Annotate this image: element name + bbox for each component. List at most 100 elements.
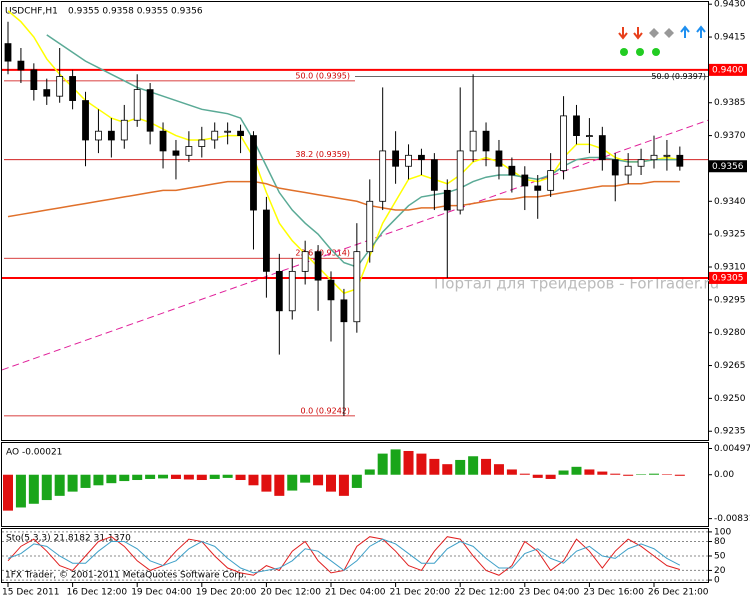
ao-bar: [429, 458, 440, 475]
ao-bar: [209, 474, 220, 479]
ao-bar: [222, 474, 233, 478]
candle-body: [172, 150, 180, 156]
candle-body: [663, 154, 671, 157]
moving-average: [7, 180, 680, 218]
main-panel-border: [1, 1, 709, 441]
ao-bar: [416, 453, 427, 475]
candle-body: [598, 135, 606, 161]
y-tick-label: 0.9235: [714, 427, 746, 437]
ao-bar: [3, 474, 13, 511]
ao-bar: [235, 474, 246, 481]
candle-body: [340, 299, 348, 323]
ao-bar: [183, 474, 194, 480]
ao-bar: [597, 471, 608, 475]
y-tick-label: 0.9280: [714, 328, 746, 338]
x-tick-label: 22 Dec 12:00: [454, 588, 515, 598]
ao-bar: [196, 474, 207, 481]
y-tick-label: 50: [714, 551, 726, 561]
y-tick-label: 0: [714, 576, 720, 586]
candle-body: [250, 135, 257, 211]
ao-bar: [390, 449, 401, 475]
candle-body: [637, 159, 645, 167]
ao-bar: [261, 474, 272, 492]
candle-body: [353, 251, 361, 323]
ao-bar: [584, 469, 595, 475]
candle-body: [288, 270, 296, 312]
candle-body: [133, 89, 141, 121]
candle-body: [314, 251, 322, 281]
candle-body: [224, 130, 232, 133]
candle-body: [262, 209, 270, 272]
ao-bar: [15, 474, 26, 508]
candle-body: [482, 130, 490, 152]
watermark: Портал для трейдеров - ForTrader.ru: [434, 275, 719, 293]
ao-bar: [364, 469, 375, 475]
ao-bar: [313, 474, 324, 486]
price-box: [709, 63, 747, 76]
candle-body: [327, 279, 335, 301]
ao-bar: [571, 466, 582, 475]
candle-body: [4, 43, 12, 62]
candle-body: [508, 165, 516, 176]
y-tick-label: 20: [714, 566, 726, 576]
candle-body: [586, 135, 593, 137]
y-tick-label: 0.00: [714, 470, 734, 480]
ao-bar: [558, 470, 569, 475]
ao-bar: [132, 474, 143, 481]
ao-bar: [248, 474, 259, 486]
x-tick-label: 23 Dec 04:00: [519, 588, 580, 598]
candle-body: [237, 130, 244, 136]
quote: 0.9355 0.9358 0.9355 0.9356: [68, 7, 203, 17]
candle-body: [146, 89, 154, 132]
ao-bar: [170, 474, 181, 479]
x-tick-label: 26 Dec 21:00: [648, 588, 709, 598]
candle-body: [120, 119, 128, 141]
current-price-box: [709, 160, 747, 173]
y-tick-label: 0.9265: [714, 361, 746, 371]
ao-bar: [636, 474, 647, 475]
ao-panel-border: [1, 442, 709, 527]
ao-bar: [67, 474, 78, 492]
y-tick-label: 100: [714, 527, 731, 537]
candle-body: [456, 150, 464, 211]
y-tick-label: 0.9250: [714, 394, 746, 404]
candle-body: [159, 130, 167, 152]
ao-bar: [610, 473, 621, 475]
candle-body: [366, 200, 374, 253]
candle-body: [560, 115, 567, 172]
candle-body: [521, 174, 529, 187]
x-tick-label: 20 Dec 12:00: [260, 588, 321, 598]
fibo-label: 50.0 (0.9395): [295, 71, 350, 80]
y-tick-label: 0.00497: [714, 444, 750, 454]
current-price-label: 0.9356: [712, 162, 744, 172]
x-tick-label: 16 Dec 12:00: [67, 588, 128, 598]
y-tick-label: 0.9310: [714, 262, 746, 272]
y-tick-label: 0.9340: [714, 197, 746, 207]
ao-bar: [377, 453, 388, 475]
ao-label: AO -0.00021: [6, 448, 62, 458]
y-tick-label: 80: [714, 537, 726, 547]
candle-body: [469, 130, 477, 152]
trendline: [1, 119, 709, 371]
y-tick-label: 0.9430: [714, 0, 746, 10]
ao-bar: [506, 469, 517, 475]
ao-bar: [674, 474, 685, 476]
candle-body: [534, 185, 542, 191]
candle-body: [547, 170, 555, 191]
ao-bar: [493, 464, 504, 475]
ao-bar: [455, 459, 466, 475]
candle-body: [430, 159, 438, 191]
ao-bar: [468, 456, 479, 475]
candle-body: [275, 270, 283, 312]
y-tick-label: 0.9325: [714, 230, 746, 240]
stoch-line: [7, 538, 681, 574]
candle-body: [611, 159, 619, 176]
ao-bar: [93, 474, 104, 486]
ao-bar: [80, 474, 91, 488]
price-box-label: 0.9305: [712, 273, 744, 283]
ao-bar: [661, 474, 672, 475]
ao-bar: [532, 474, 543, 478]
